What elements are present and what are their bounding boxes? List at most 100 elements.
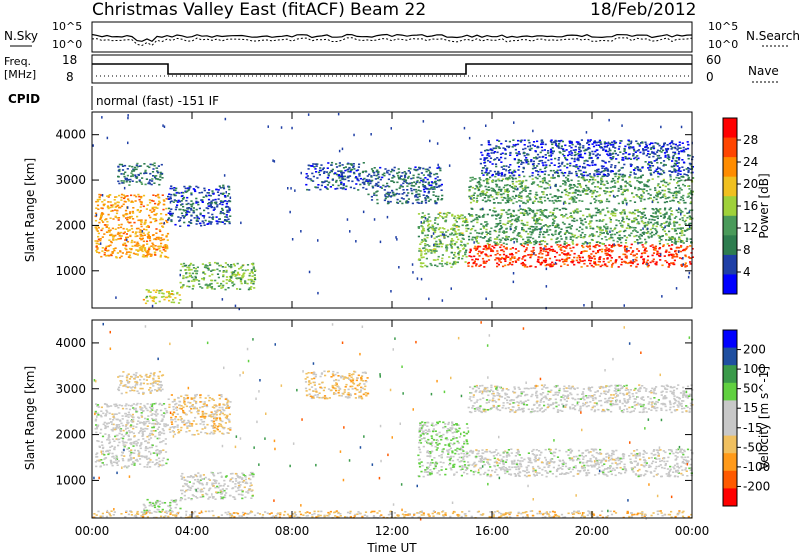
echo-cell: [497, 170, 500, 173]
echo-cell: [210, 221, 213, 223]
echo-cell: [522, 148, 525, 151]
echo-cell: [614, 152, 617, 155]
echo-cell: [323, 172, 326, 174]
echo-cell: [138, 180, 141, 183]
echo-cell: [219, 192, 223, 195]
echo-cell: [647, 163, 650, 165]
echo-cell: [452, 229, 455, 231]
echo-cell: [661, 235, 664, 237]
echo-cell: [679, 228, 683, 230]
echo-cell: [687, 176, 690, 179]
echo-cell: [358, 163, 361, 166]
echo-cell: [643, 226, 647, 228]
echo-cell: [608, 194, 611, 197]
echo-cell: [187, 189, 190, 191]
echo-cell: [582, 214, 585, 217]
echo-cell: [470, 220, 473, 223]
echo-cell: [599, 226, 602, 228]
echo-cell: [522, 245, 525, 248]
echo-cell: [353, 168, 356, 170]
echo-cell: [538, 241, 542, 243]
echo-cell: [538, 243, 541, 246]
echo-cell: [603, 190, 606, 192]
echo-cell: [244, 281, 247, 283]
echo-cell: [184, 187, 187, 190]
echo-cell: [625, 236, 629, 239]
echo-cell: [526, 221, 529, 224]
echo-cell: [571, 143, 574, 146]
echo-cell: [477, 180, 481, 183]
echo-cell: [160, 163, 163, 166]
echo-cell: [169, 296, 172, 298]
echo-cell: [577, 210, 580, 213]
echo-cell: [462, 220, 465, 223]
echo-cell: [560, 214, 564, 216]
echo-cell: [622, 230, 626, 233]
echo-cell: [558, 254, 561, 256]
echo-cell: [664, 195, 667, 198]
echo-cell: [614, 260, 617, 262]
echo-cell: [315, 165, 318, 167]
echo-cell: [606, 198, 609, 200]
echo-cell: [377, 181, 380, 184]
echo-cell: [408, 167, 411, 170]
echo-cell: [182, 275, 185, 277]
echo-cell: [140, 197, 143, 199]
echo-cell: [552, 177, 555, 179]
echo-cell: [639, 182, 642, 184]
echo-cell: [368, 173, 371, 176]
echo-cell: [500, 175, 503, 177]
echo-cell: [340, 175, 343, 178]
echo-cell: [167, 256, 170, 259]
echo-cell: [190, 205, 193, 208]
echo-cell: [472, 225, 475, 228]
echo-cell: [167, 291, 170, 293]
echo-cell: [105, 218, 108, 220]
echo-cell: [422, 228, 425, 231]
echo-cell: [528, 196, 531, 199]
echo-cell: [201, 220, 204, 222]
echo-cell: [500, 239, 503, 241]
echo-cell: [500, 188, 503, 191]
echo-cell: [98, 221, 101, 224]
echo-cell: [222, 274, 225, 276]
echo-cell: [566, 217, 569, 219]
echo-cell: [337, 174, 341, 176]
echo-cell: [508, 184, 512, 187]
echo-cell: [679, 147, 682, 149]
echo-cell: [658, 193, 661, 195]
echo-cell: [421, 266, 424, 268]
echo-cell: [512, 209, 515, 212]
echo-cell: [615, 219, 618, 221]
echo-cell: [398, 177, 401, 180]
echo-cell: [239, 278, 243, 281]
echo-cell: [420, 200, 424, 203]
echo-cell: [371, 179, 374, 182]
echo-cell: [175, 206, 178, 209]
echo-cell: [498, 260, 501, 262]
echo-cell: [632, 226, 636, 229]
echo-cell: [589, 234, 592, 236]
echo-cell: [452, 224, 455, 227]
echo-cell: [519, 192, 522, 194]
echo-cell: [508, 172, 511, 174]
echo-cell: [464, 245, 467, 247]
echo-cell: [213, 288, 216, 290]
echo-cell: [420, 217, 423, 219]
echo-cell: [536, 194, 539, 196]
echo-cell: [640, 216, 643, 218]
echo-cell: [509, 175, 512, 177]
echo-cell: [198, 207, 201, 210]
echo-cell: [644, 242, 647, 245]
echo-cell: [188, 272, 191, 274]
echo-cell: [635, 256, 638, 259]
echo-cell: [564, 184, 567, 186]
echo-cell: [376, 185, 379, 187]
echo-cell: [162, 292, 165, 295]
echo-cell: [151, 180, 154, 182]
echo-cell: [501, 152, 504, 155]
echo-cell: [202, 272, 205, 274]
echo-cell: [648, 161, 651, 163]
echo-cell: [517, 220, 520, 222]
echo-cell: [532, 182, 535, 185]
